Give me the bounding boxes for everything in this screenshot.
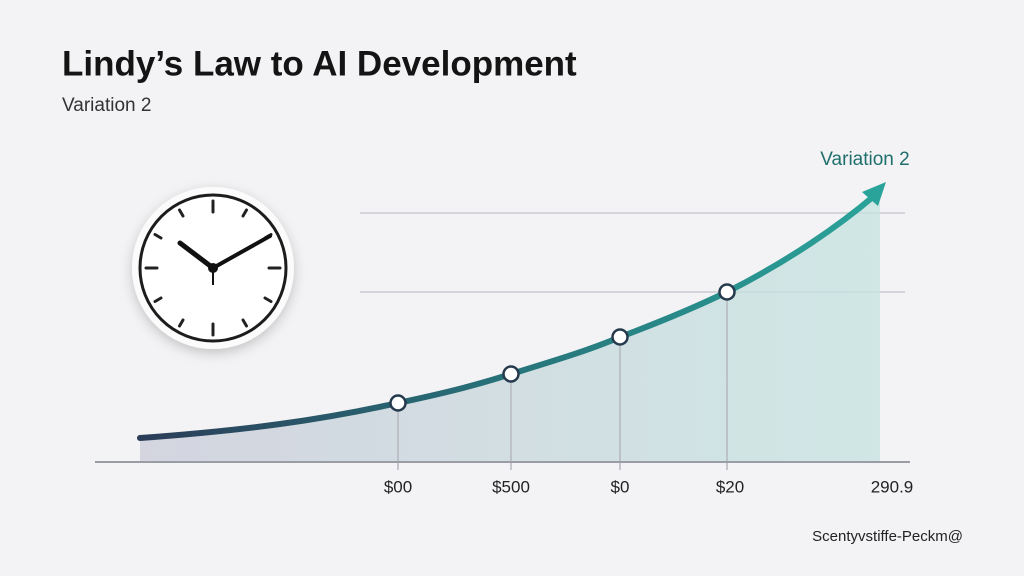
x-label: $0	[611, 477, 630, 496]
arrow-head	[862, 182, 886, 206]
curve-label: Variation 2	[820, 149, 909, 170]
growth-curve	[137, 193, 877, 441]
subtitle: Variation 2	[62, 95, 151, 116]
drop-lines	[397, 292, 728, 470]
x-label: $20	[716, 477, 744, 496]
x-label: $00	[384, 477, 412, 496]
curve-markers	[389, 283, 736, 412]
title: Lindy’s Law to AI Development	[62, 44, 577, 83]
clock-icon	[132, 187, 294, 349]
footer-credit: Scentyvstiffe-Peckm@	[812, 528, 963, 545]
area-fill	[140, 192, 880, 462]
x-label: $500	[492, 477, 530, 496]
x-label: 290.9	[871, 477, 914, 496]
